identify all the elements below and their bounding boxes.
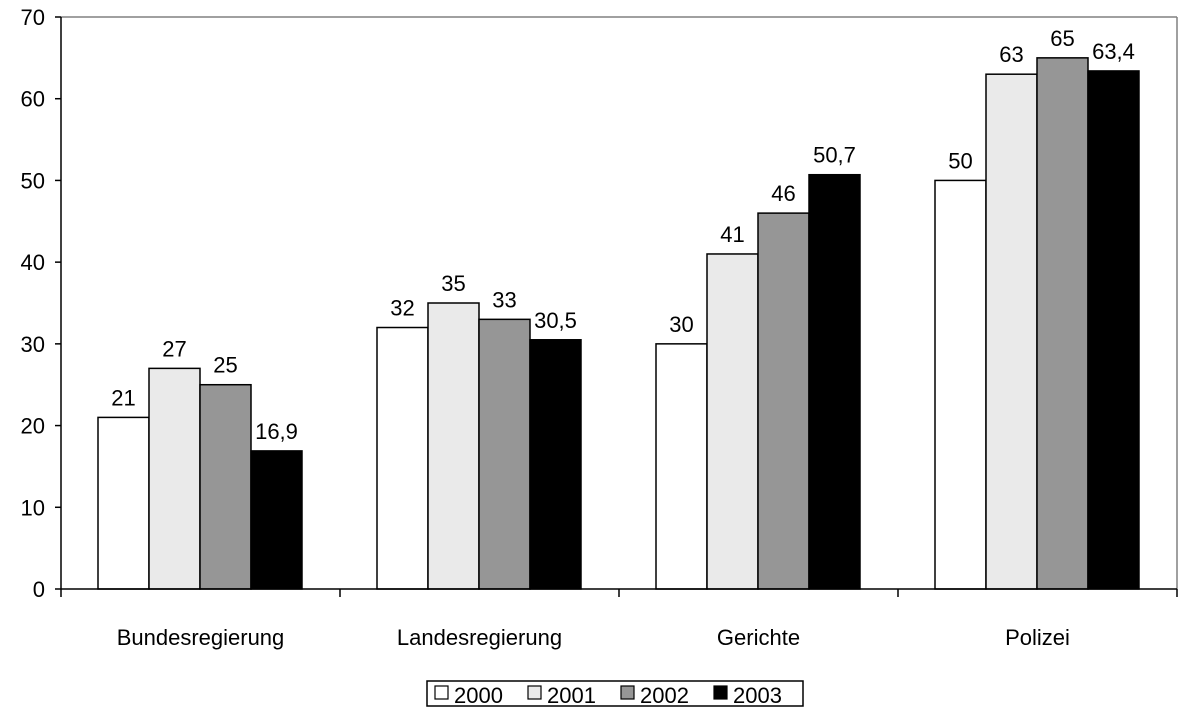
y-tick-label: 30 [21, 332, 45, 357]
data-label: 50 [948, 148, 972, 173]
data-label: 63 [999, 42, 1023, 67]
bar-landesregierung-2001 [427, 302, 480, 590]
data-label: 21 [111, 385, 135, 410]
legend-swatch-2002 [620, 685, 635, 700]
y-tick-label: 0 [33, 577, 45, 602]
bars [97, 57, 1140, 590]
data-label: 65 [1050, 26, 1074, 51]
data-label: 30 [669, 312, 693, 337]
bar-gerichte-2002 [757, 212, 810, 590]
legend-label-2003: 2003 [733, 683, 782, 707]
data-labels: 21 32 30 50 27 35 41 63 25 33 46 65 16,9 30,5 50,7 63,4 [111, 26, 1135, 444]
legend: 2000 2001 2002 2003 [426, 680, 804, 707]
legend-label-2002: 2002 [640, 683, 689, 707]
legend-swatch-2000 [434, 685, 449, 700]
legend-swatch-2003 [713, 685, 728, 700]
bar-bundesregierung-2001 [148, 367, 201, 590]
data-label: 30,5 [534, 308, 577, 333]
bar-landesregierung-2002 [478, 318, 531, 590]
data-label: 32 [390, 296, 414, 321]
bar-landesregierung-2000 [376, 326, 429, 590]
data-label: 16,9 [255, 419, 298, 444]
x-tick-label: Landesregierung [397, 625, 562, 650]
data-label: 25 [213, 353, 237, 378]
bar-gerichte-2000 [655, 343, 708, 590]
bar-polizei-2000 [934, 179, 987, 590]
bar-bundesregierung-2000 [97, 416, 150, 590]
legend-swatch-2001 [527, 685, 542, 700]
bar-polizei-2001 [985, 73, 1038, 590]
data-label: 33 [492, 287, 516, 312]
x-tick-label: Gerichte [717, 625, 800, 650]
bar-bundesregierung-2002 [199, 383, 252, 590]
data-label: 63,4 [1092, 39, 1135, 64]
data-label: 46 [771, 181, 795, 206]
data-label: 35 [441, 271, 465, 296]
data-label: 41 [720, 222, 744, 247]
axes: 0 10 20 30 40 50 60 70 Bundesregierung Landesregi… [21, 5, 1178, 650]
bar-bundesregierung-2003 [250, 450, 303, 590]
y-tick-label: 50 [21, 168, 45, 193]
bar-polizei-2003 [1087, 70, 1140, 590]
x-tick-label: Bundesregierung [117, 625, 285, 650]
bar-gerichte-2001 [706, 253, 759, 590]
data-label: 50,7 [813, 143, 856, 168]
y-tick-label: 10 [21, 495, 45, 520]
legend-box [426, 680, 804, 707]
bar-polizei-2002 [1036, 57, 1089, 590]
data-label: 27 [162, 336, 186, 361]
legend-label-2001: 2001 [547, 683, 596, 707]
plot-frame [61, 16, 1178, 589]
y-tick-label: 40 [21, 250, 45, 275]
y-tick-label: 60 [21, 87, 45, 112]
x-tick-label: Polizei [1005, 625, 1070, 650]
legend-label-2000: 2000 [454, 683, 503, 707]
bar-landesregierung-2003 [529, 339, 582, 590]
bar-gerichte-2003 [808, 173, 861, 590]
y-tick-label: 20 [21, 414, 45, 439]
y-tick-label: 70 [21, 5, 45, 30]
